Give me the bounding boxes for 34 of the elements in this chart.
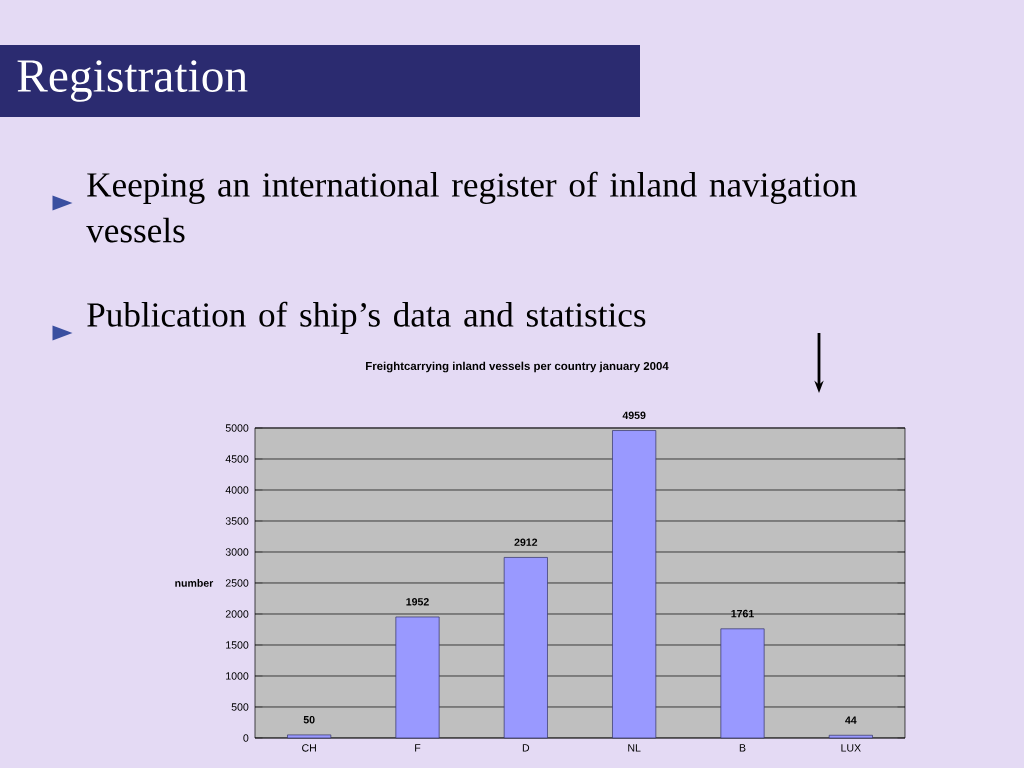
- bar: [395, 616, 440, 739]
- y-axis-title: number: [175, 579, 214, 587]
- data-label: 1952: [406, 598, 429, 606]
- y-tick-label: 1500: [226, 641, 249, 649]
- x-tick-label: F: [415, 744, 421, 752]
- y-tick-label: 2000: [225, 610, 249, 618]
- bar: [720, 628, 765, 739]
- bar: [612, 430, 657, 739]
- y-tick-label: 4000: [225, 486, 249, 494]
- bar: [287, 734, 332, 739]
- data-label: 50: [303, 715, 315, 724]
- y-tick-label: 3000: [225, 548, 249, 556]
- y-tick-label: 3500: [225, 517, 249, 525]
- text: Publication of ship’s data and statistics: [87, 301, 646, 334]
- data-label: 1761: [731, 609, 754, 618]
- data-label: 4959: [622, 411, 646, 420]
- x-tick-label: LUX: [841, 744, 861, 752]
- x-tick-label: D: [522, 744, 530, 752]
- text: Keeping an international register of inland navigation vessels: [86, 171, 857, 243]
- x-tick-label: CH: [302, 744, 316, 752]
- y-tick-label: 5000: [225, 424, 249, 432]
- y-tick-label: 0: [243, 734, 249, 742]
- text: Registration: [17, 60, 248, 102]
- y-tick-label: 2500: [225, 579, 249, 587]
- y-tick-label: 4500: [225, 455, 249, 463]
- data-label: 44: [845, 716, 857, 724]
- y-tick-label: 1000: [226, 672, 249, 680]
- x-tick-label: B: [739, 744, 746, 752]
- bar: [503, 557, 548, 739]
- x-tick-label: NL: [628, 744, 641, 752]
- y-tick-label: 500: [231, 703, 249, 711]
- data-label: 2912: [514, 538, 538, 546]
- chart-title: Freightcarrying inland vessels per country january 2004: [366, 361, 669, 373]
- bar: [828, 734, 873, 739]
